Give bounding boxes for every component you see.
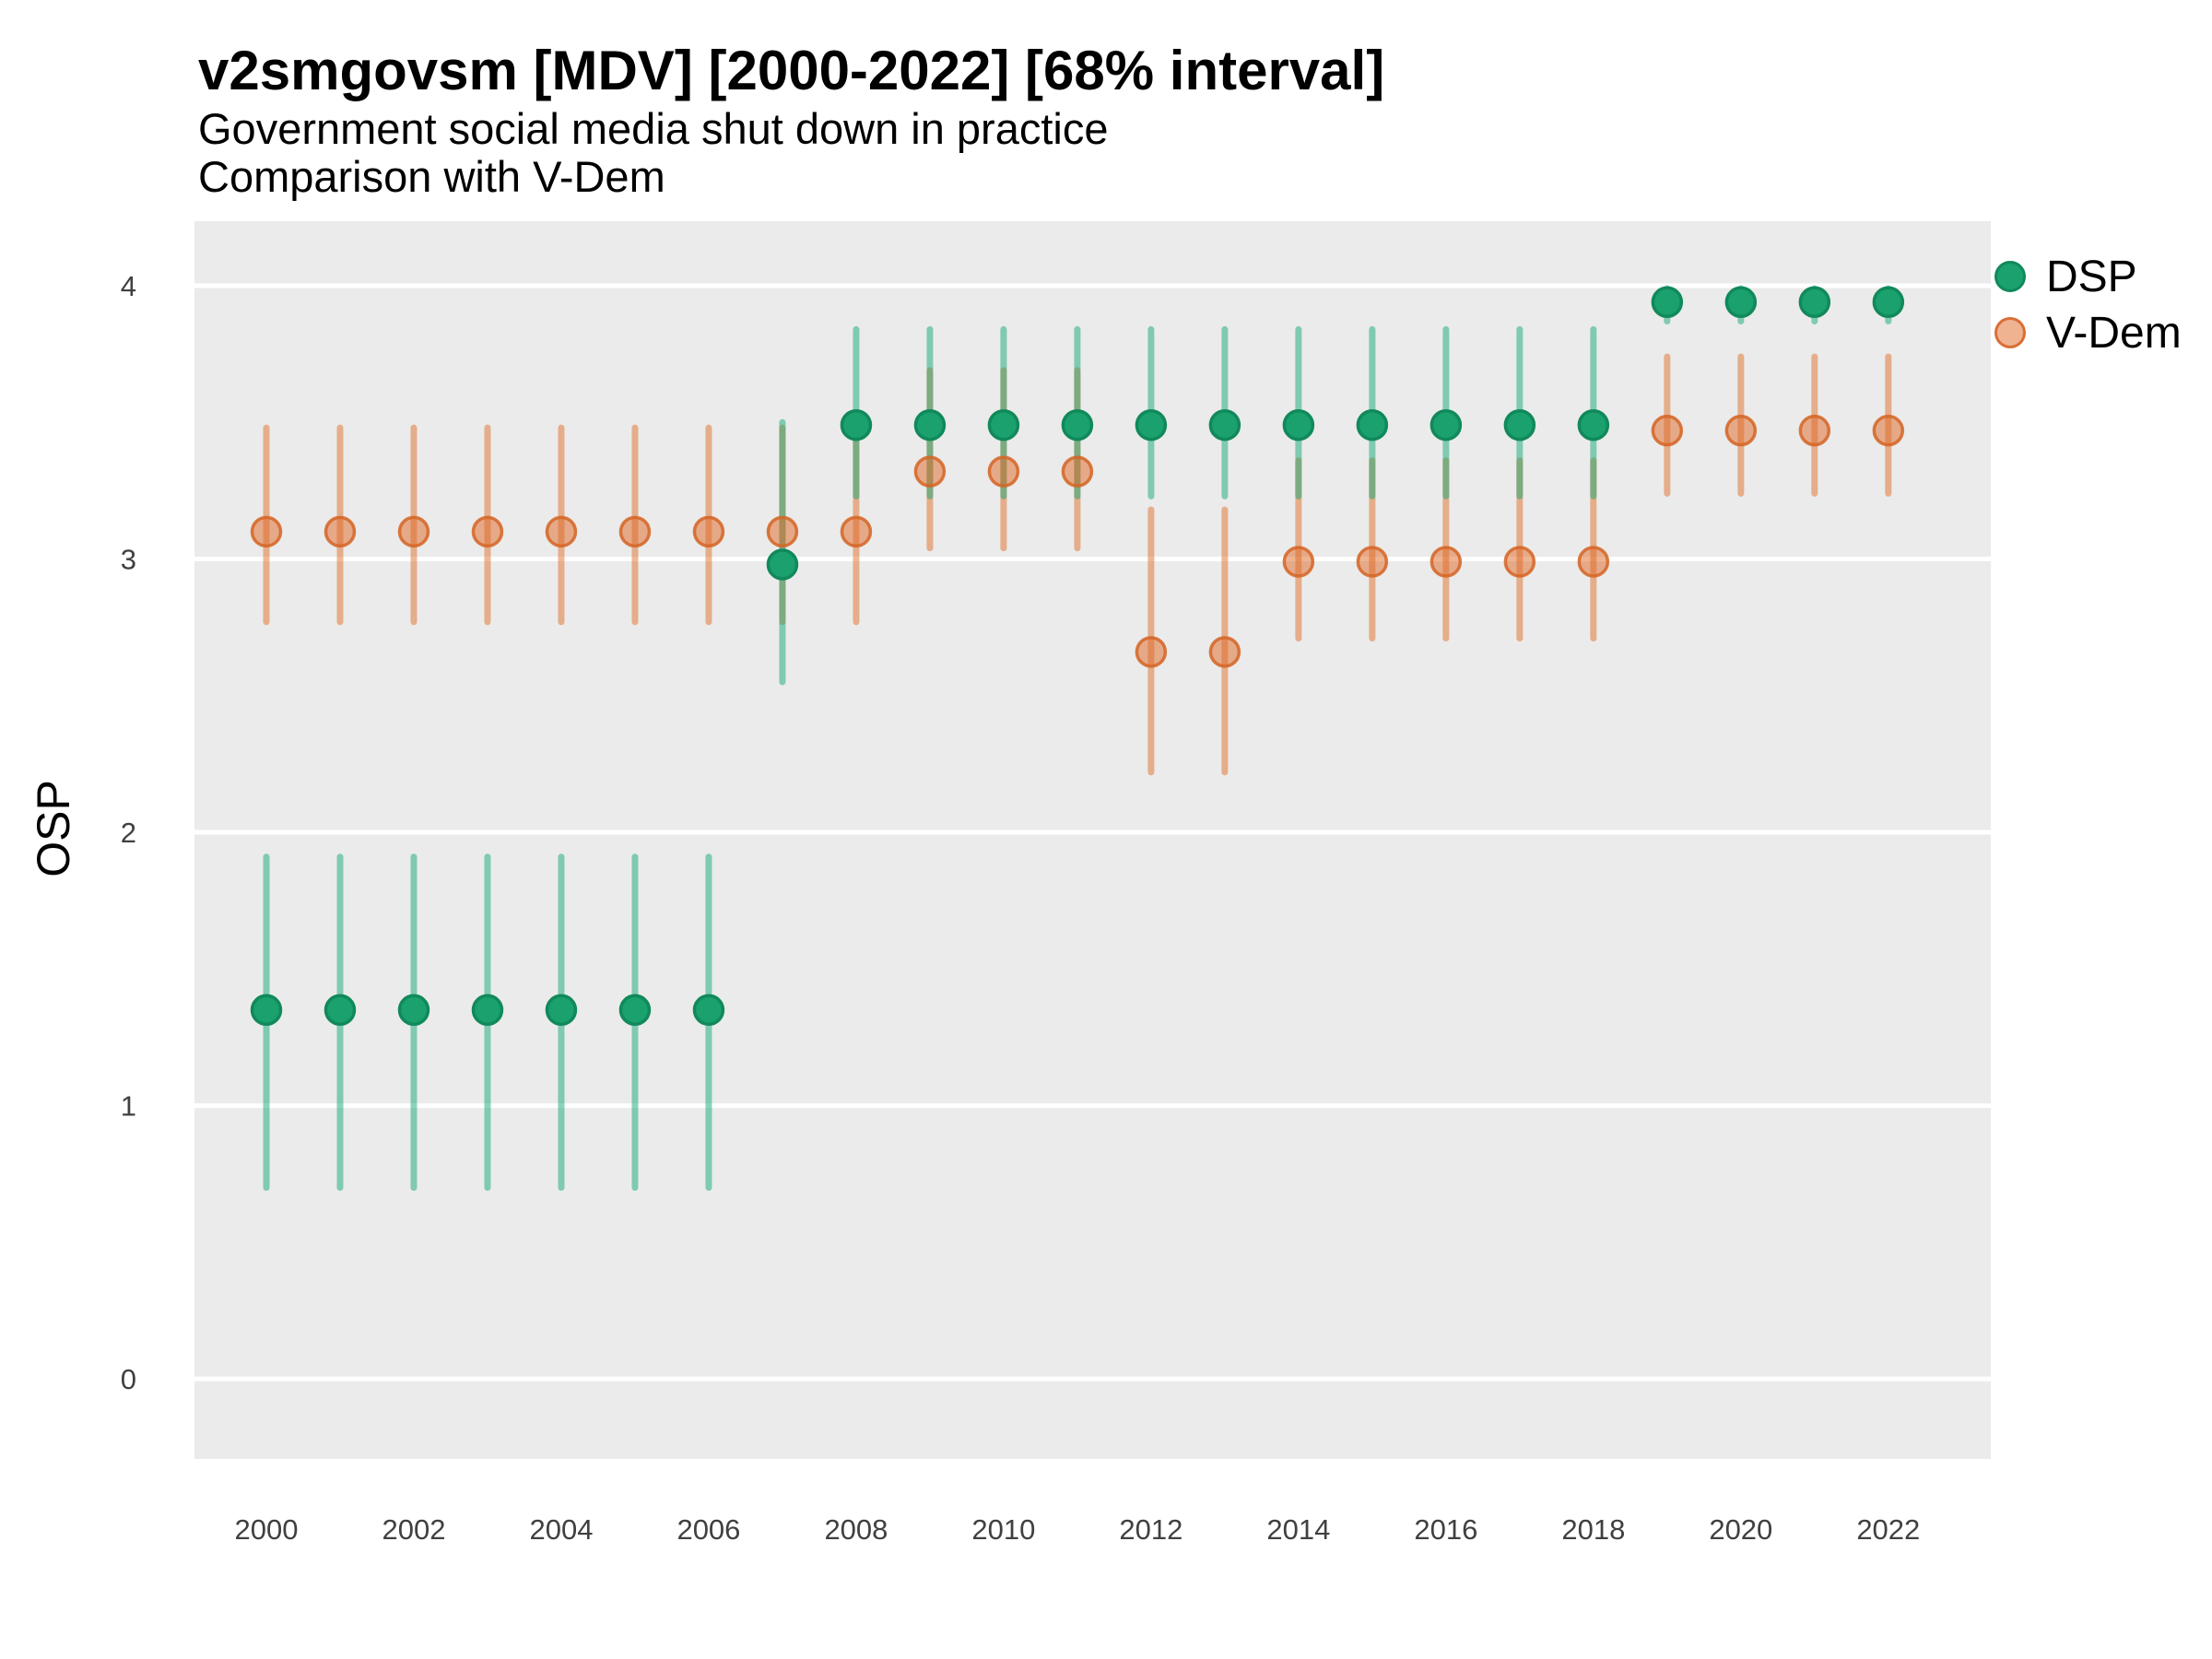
dsp-point-2019 [1651, 286, 1684, 319]
dsp-point-2008 [840, 408, 873, 441]
dsp-legend-label: DSP [2046, 252, 2137, 301]
y-tick-label-3: 3 [121, 544, 136, 576]
y-tick-label-0: 0 [121, 1363, 136, 1395]
dsp-point-2021 [1798, 286, 1831, 319]
vdem-point-2019 [1651, 414, 1684, 447]
dsp-point-2015 [1356, 408, 1389, 441]
vdem-point-2015 [1356, 546, 1389, 578]
vdem-point-2017 [1503, 546, 1536, 578]
vdem-point-2006 [692, 515, 725, 548]
vdem-point-2018 [1577, 546, 1610, 578]
chart-title: v2smgovsm [MDV] [2000-2022] [68% interva… [198, 40, 1385, 101]
vdem-point-2000 [250, 515, 283, 548]
vdem-point-2012 [1135, 636, 1168, 668]
dsp-point-2006 [692, 994, 725, 1027]
dsp-point-2014 [1282, 408, 1315, 441]
dsp-point-2016 [1430, 408, 1463, 441]
dsp-point-2017 [1503, 408, 1536, 441]
x-tick-label-2012: 2012 [1119, 1513, 1182, 1546]
legend-item-dsp: DSP [1994, 251, 2182, 302]
dsp-point-2020 [1724, 286, 1758, 319]
dsp-point-2004 [545, 994, 578, 1027]
dsp-point-2018 [1577, 408, 1610, 441]
y-axis-title: OSP [28, 780, 79, 877]
y-tick-label-1: 1 [121, 1090, 136, 1123]
vdem-point-2001 [324, 515, 357, 548]
x-tick-label-2022: 2022 [1856, 1513, 1920, 1546]
x-tick-label-2004: 2004 [529, 1513, 593, 1546]
dsp-point-2009 [913, 408, 947, 441]
x-tick-label-2008: 2008 [824, 1513, 888, 1546]
vdem-point-2005 [618, 515, 652, 548]
vdem-point-2020 [1724, 414, 1758, 447]
dsp-point-2005 [618, 994, 652, 1027]
x-tick-label-2000: 2000 [235, 1513, 299, 1546]
dsp-point-2003 [471, 994, 504, 1027]
vdem-point-2008 [840, 515, 873, 548]
vdem-point-2007 [766, 515, 799, 548]
vdem-point-2002 [397, 515, 430, 548]
y-tick-label-4: 4 [121, 270, 136, 302]
vdem-legend-label: V-Dem [2046, 308, 2182, 358]
vdem-point-2011 [1061, 455, 1094, 488]
x-tick-label-2018: 2018 [1561, 1513, 1625, 1546]
vdem-legend-dot [1994, 317, 2026, 348]
x-tick-label-2014: 2014 [1266, 1513, 1330, 1546]
x-tick-label-2002: 2002 [382, 1513, 445, 1546]
vdem-point-2016 [1430, 546, 1463, 578]
dsp-point-2007 [766, 548, 799, 581]
vdem-point-2013 [1208, 636, 1241, 668]
x-tick-label-2006: 2006 [677, 1513, 740, 1546]
legend: DSP V-Dem [1994, 251, 2182, 359]
vdem-point-2010 [987, 455, 1020, 488]
plot-panel [194, 221, 1991, 1459]
vdem-point-2021 [1798, 414, 1831, 447]
dsp-point-2012 [1135, 408, 1168, 441]
vdem-point-2014 [1282, 546, 1315, 578]
dsp-point-2001 [324, 994, 357, 1027]
dsp-point-2011 [1061, 408, 1094, 441]
dsp-legend-dot [1994, 261, 2026, 292]
vdem-point-2022 [1872, 414, 1905, 447]
dsp-point-2010 [987, 408, 1020, 441]
dsp-point-2022 [1872, 286, 1905, 319]
y-tick-label-2: 2 [121, 817, 136, 849]
x-tick-label-2016: 2016 [1414, 1513, 1477, 1546]
dsp-point-2000 [250, 994, 283, 1027]
dsp-point-2002 [397, 994, 430, 1027]
legend-item-vdem: V-Dem [1994, 307, 2182, 359]
chart-subtitle: Government social media shut down in pra… [198, 104, 1109, 153]
vdem-point-2003 [471, 515, 504, 548]
dsp-point-2013 [1208, 408, 1241, 441]
vdem-point-2004 [545, 515, 578, 548]
x-tick-label-2010: 2010 [971, 1513, 1035, 1546]
chart-subtitle-2: Comparison with V-Dem [198, 152, 665, 201]
vdem-point-2009 [913, 455, 947, 488]
x-tick-label-2020: 2020 [1709, 1513, 1772, 1546]
